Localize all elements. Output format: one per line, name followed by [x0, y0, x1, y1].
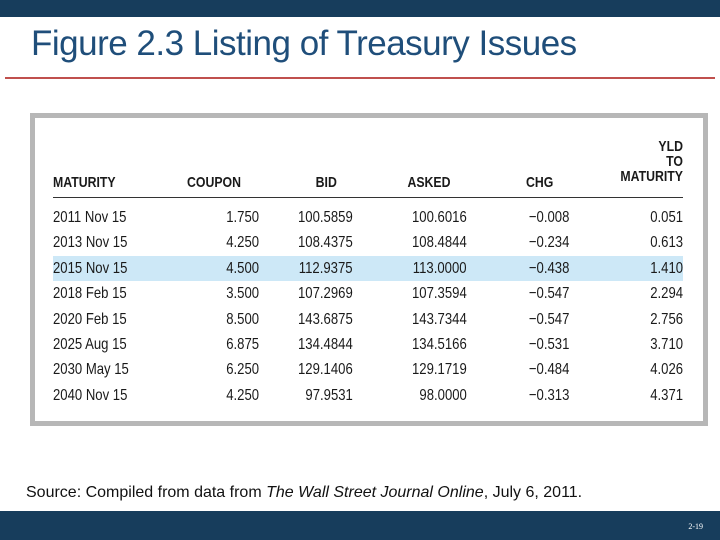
header-yld-line1: YLD [658, 138, 683, 155]
cell-chg: −0.234 [528, 234, 569, 252]
cell-bid: 108.4375 [298, 234, 353, 252]
bottom-bar: 2-19 [0, 511, 720, 540]
table-row: 2013 Nov 15 4.250 108.4375 108.4844 −0.234 0.… [53, 230, 683, 255]
header-maturity: MATURITY [53, 174, 116, 191]
table-row: 2025 Aug 15 6.875 134.4844 134.5166 −0.531 3.… [53, 332, 683, 357]
cell-yld: 2.756 [650, 310, 683, 328]
cell-asked: 129.1719 [412, 361, 467, 379]
header-bid: BID [315, 174, 337, 191]
cell-yld: 0.613 [650, 234, 683, 252]
cell-yld: 1.410 [650, 259, 683, 277]
cell-asked: 143.7344 [412, 310, 467, 328]
table-row: 2011 Nov 15 1.750 100.5859 100.6016 −0.008 0.… [53, 205, 683, 230]
treasury-table-figure: MATURITY COUPON BID ASKED CHG YLD TO MAT… [30, 113, 708, 426]
table-row: 2030 May 15 6.250 129.1406 129.1719 −0.484 4.… [53, 357, 683, 382]
cell-asked: 107.3594 [412, 285, 467, 303]
cell-maturity: 2040 Nov 15 [53, 386, 128, 404]
cell-maturity: 2011 Nov 15 [53, 209, 127, 226]
cell-chg: −0.547 [528, 285, 569, 303]
header-asked: ASKED [407, 174, 451, 191]
cell-chg: −0.484 [528, 361, 569, 379]
cell-maturity: 2020 Feb 15 [53, 310, 127, 328]
table-row: 2015 Nov 15 4.500 112.9375 113.0000 −0.438 1.… [53, 255, 683, 281]
cell-chg: −0.008 [528, 209, 569, 226]
cell-coupon: 8.500 [226, 310, 259, 328]
cell-asked: 134.5166 [412, 336, 467, 353]
cell-asked: 100.6016 [412, 209, 467, 226]
header-chg: CHG [525, 174, 553, 191]
cell-coupon: 4.500 [226, 259, 259, 277]
header-divider [53, 197, 683, 198]
table-row: 2020 Feb 15 8.500 143.6875 143.7344 −0.547 2.… [53, 307, 683, 332]
top-bar [0, 0, 720, 17]
cell-coupon: 4.250 [226, 386, 259, 404]
cell-asked: 113.0000 [413, 259, 467, 277]
cell-bid: 129.1406 [298, 361, 353, 379]
cell-yld: 3.710 [650, 336, 683, 353]
cell-chg: −0.547 [528, 310, 569, 328]
cell-asked: 108.4844 [412, 234, 467, 252]
source-prefix: Source: Compiled from data from [26, 484, 267, 501]
header-yield-to-maturity: YLD TO MATURITY [609, 139, 683, 184]
cell-bid: 134.4844 [298, 336, 353, 353]
cell-chg: −0.531 [528, 336, 569, 353]
title-underline [5, 77, 715, 79]
cell-maturity: 2013 Nov 15 [53, 234, 128, 252]
treasury-table: MATURITY COUPON BID ASKED CHG YLD TO MAT… [35, 118, 703, 421]
cell-bid: 143.6875 [298, 310, 353, 328]
cell-yld: 4.026 [650, 361, 683, 379]
table-row: 2040 Nov 15 4.250 97.9531 98.0000 −0.313 4.37… [53, 383, 683, 408]
source-suffix: , July 6, 2011. [483, 484, 583, 501]
cell-coupon: 6.875 [226, 336, 259, 353]
cell-chg: −0.313 [528, 386, 569, 404]
cell-yld: 0.051 [650, 209, 683, 226]
cell-bid: 97.9531 [305, 386, 353, 404]
cell-coupon: 3.500 [226, 285, 259, 303]
cell-asked: 98.0000 [419, 386, 467, 404]
source-note: Source: Compiled from data from The Wall… [26, 484, 582, 502]
cell-coupon: 1.750 [226, 209, 259, 226]
cell-bid: 100.5859 [298, 209, 353, 226]
header-yld-line3: MATURITY [620, 168, 683, 185]
cell-coupon: 4.250 [226, 234, 259, 252]
cell-bid: 112.9375 [299, 259, 353, 277]
cell-yld: 2.294 [650, 285, 683, 303]
cell-yld: 4.371 [650, 386, 683, 404]
header-yld-line2: TO [666, 153, 683, 170]
source-publication: The Wall Street Journal Online [266, 484, 484, 501]
cell-coupon: 6.250 [226, 361, 259, 379]
cell-bid: 107.2969 [298, 285, 353, 303]
cell-maturity: 2018 Feb 15 [53, 285, 127, 303]
cell-maturity: 2025 Aug 15 [53, 336, 127, 353]
cell-chg: −0.438 [528, 259, 569, 277]
page-number: 2-19 [688, 522, 703, 531]
header-coupon: COUPON [187, 174, 241, 191]
cell-maturity: 2030 May 15 [53, 361, 129, 379]
cell-maturity: 2015 Nov 15 [53, 259, 128, 277]
table-row: 2018 Feb 15 3.500 107.2969 107.3594 −0.547 2.… [53, 281, 683, 306]
slide-title: Figure 2.3 Listing of Treasury Issues [31, 24, 577, 63]
